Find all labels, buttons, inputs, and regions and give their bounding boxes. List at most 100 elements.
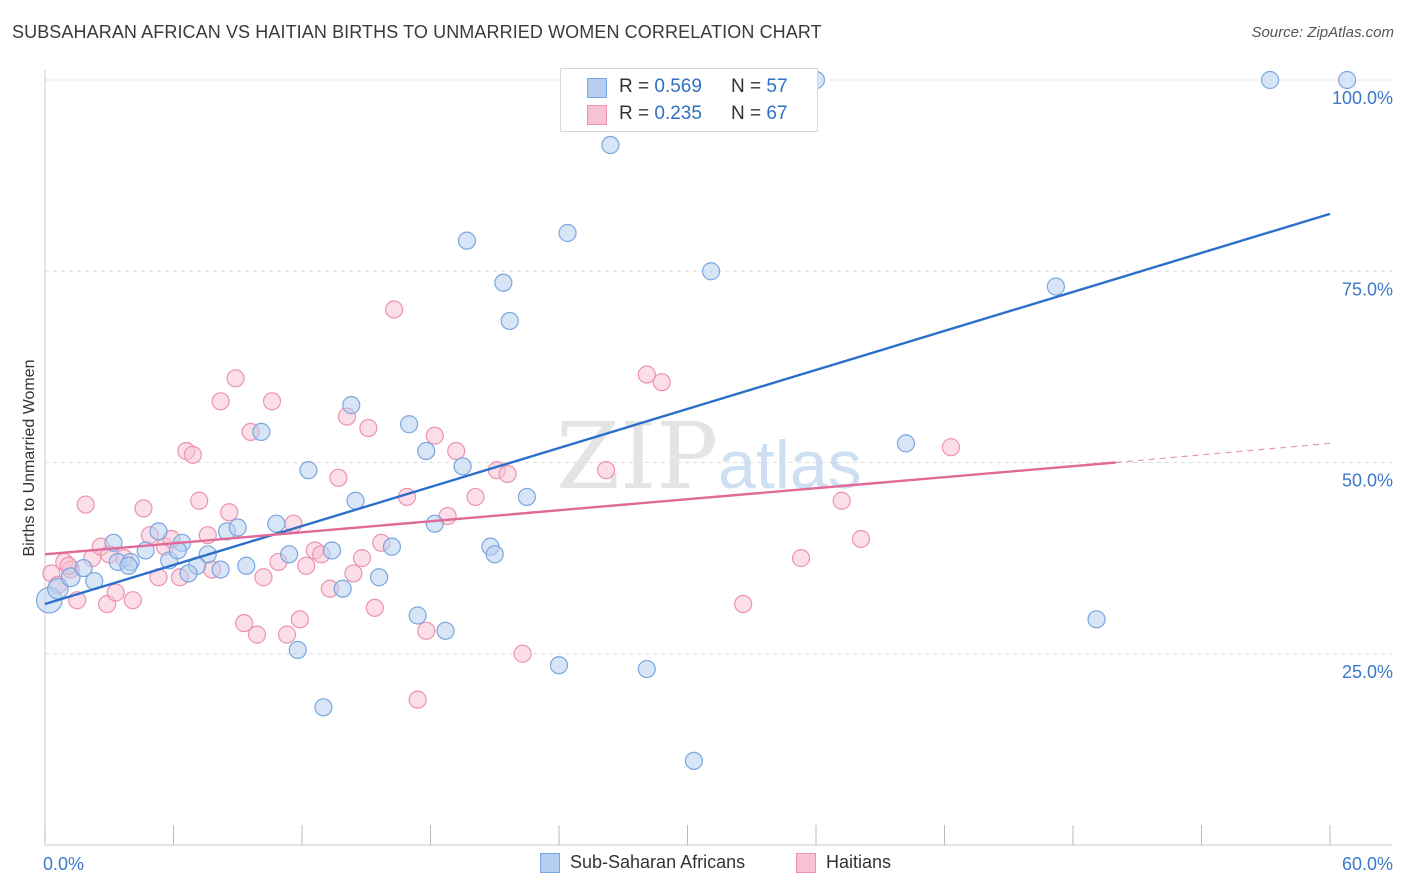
haitians-point-34 xyxy=(290,610,309,629)
haitians-point-35 xyxy=(297,556,316,575)
legend-r-pink: R = 0.235 xyxy=(619,103,702,124)
haitians-point-11 xyxy=(123,591,142,610)
haitians-point-26 xyxy=(235,614,254,633)
subsaharan-point-44 xyxy=(601,135,620,155)
haitians-point-25 xyxy=(226,369,245,388)
haitians-point-63 xyxy=(851,529,871,549)
y-tick-label-75: 75.0% xyxy=(1342,279,1393,299)
subsaharan-point-38 xyxy=(485,545,504,564)
haitians-point-24 xyxy=(220,503,239,522)
haitians-point-5 xyxy=(76,495,95,514)
subsaharan-point-47 xyxy=(701,262,721,281)
y-tick-label-100: 100.0% xyxy=(1332,88,1393,108)
subsaharan-point-20 xyxy=(280,545,299,564)
subsaharan-point-19 xyxy=(267,514,286,533)
source-credit: Source: ZipAtlas.com xyxy=(1251,24,1394,41)
subsaharan-point-32 xyxy=(417,441,436,461)
haitians-point-42 xyxy=(352,549,372,568)
haitians-point-64 xyxy=(941,438,961,457)
y-tick-labels: 25.0% 50.0% 75.0% 100.0% xyxy=(1332,88,1393,682)
haitians-point-53 xyxy=(466,487,485,507)
haitians-point-46 xyxy=(384,300,404,319)
subsaharan-point-52 xyxy=(1260,70,1280,90)
subsaharan-point-25 xyxy=(333,579,352,598)
subsaharan-point-15 xyxy=(211,560,230,579)
subsaharan-point-2 xyxy=(60,567,81,588)
subsaharan-point-40 xyxy=(500,311,519,331)
subsaharan-point-14 xyxy=(179,564,198,583)
subsaharan-point-46 xyxy=(684,751,704,770)
subsaharan-point-28 xyxy=(370,568,389,587)
subsaharan-points xyxy=(35,70,1357,770)
haitians-point-32 xyxy=(277,625,297,644)
y-tick-label-25: 25.0% xyxy=(1342,662,1393,682)
subsaharan-point-18 xyxy=(252,422,271,441)
haitians-point-56 xyxy=(513,644,532,663)
subsaharan-point-22 xyxy=(299,461,318,480)
haitians-point-50 xyxy=(425,426,444,445)
series-swatch-blue xyxy=(540,853,560,873)
x-tick-marks xyxy=(44,825,1331,845)
haitians-point-59 xyxy=(652,373,671,392)
watermark: ZIP atlas xyxy=(556,403,862,510)
haitians-point-12 xyxy=(134,499,153,518)
subsaharan-point-42 xyxy=(549,656,569,675)
subsaharan-point-31 xyxy=(408,606,427,625)
series-label-subsaharan: Sub-Saharan Africans xyxy=(570,852,746,872)
subsaharan-trend-line xyxy=(44,212,1331,606)
subsaharan-point-56 xyxy=(228,518,247,537)
subsaharan-point-21 xyxy=(288,640,307,660)
haitians-point-29 xyxy=(254,568,273,587)
haitians-point-44 xyxy=(365,598,384,617)
subsaharan-point-33 xyxy=(425,514,444,533)
subsaharan-point-39 xyxy=(494,273,513,292)
x-tick-label-min: 0.0% xyxy=(43,854,84,874)
haitians-point-39 xyxy=(329,468,348,487)
axes xyxy=(44,70,1392,846)
legend-n-pink: N = 67 xyxy=(731,103,788,124)
legend-n-blue: N = 57 xyxy=(731,76,788,97)
subsaharan-point-45 xyxy=(637,659,656,679)
watermark-zip: ZIP xyxy=(556,403,718,510)
subsaharan-point-4 xyxy=(74,558,93,578)
haitians-point-41 xyxy=(344,564,363,583)
subsaharan-point-26 xyxy=(342,396,361,415)
haitians-point-23 xyxy=(211,392,230,411)
series-label-haitians: Haitians xyxy=(826,852,892,872)
haitians-point-58 xyxy=(637,365,656,384)
subsaharan-point-43 xyxy=(558,223,577,243)
subsaharan-point-9 xyxy=(149,522,168,541)
haitians-point-9 xyxy=(106,583,125,602)
subsaharan-point-17 xyxy=(237,556,256,575)
subsaharan-point-24 xyxy=(322,541,342,560)
subsaharan-point-49 xyxy=(896,434,916,453)
haitians-point-28 xyxy=(247,625,267,644)
haitians-points xyxy=(42,300,961,709)
haitians-point-60 xyxy=(734,594,753,614)
legend-swatch-blue xyxy=(587,78,607,98)
subsaharan-point-34 xyxy=(436,621,455,640)
haitians-trend-extension xyxy=(1115,442,1331,464)
subsaharan-point-23 xyxy=(314,698,333,717)
haitians-point-49 xyxy=(417,621,436,640)
haitians-trend-line xyxy=(44,461,1116,556)
legend-r-blue: R = 0.569 xyxy=(619,76,702,97)
y-tick-label-50: 50.0% xyxy=(1342,471,1393,491)
subsaharan-point-29 xyxy=(382,537,402,556)
haitians-point-61 xyxy=(791,549,811,568)
subsaharan-point-35 xyxy=(453,457,472,476)
haitians-point-19 xyxy=(183,445,202,464)
subsaharan-point-51 xyxy=(1087,610,1106,629)
subsaharan-point-50 xyxy=(1046,277,1065,296)
subsaharan-point-53 xyxy=(1338,70,1357,90)
legend-swatch-pink xyxy=(587,105,607,125)
correlation-legend: R = 0.569 N = 57 R = 0.235 N = 67 xyxy=(560,68,818,132)
subsaharan-point-30 xyxy=(399,415,419,434)
trend-lines xyxy=(44,212,1331,606)
haitians-point-57 xyxy=(597,461,616,480)
haitians-point-30 xyxy=(262,392,282,411)
series-swatch-pink xyxy=(796,853,816,873)
haitians-point-20 xyxy=(190,491,209,510)
y-axis-label: Births to Unmarried Women xyxy=(21,359,38,556)
